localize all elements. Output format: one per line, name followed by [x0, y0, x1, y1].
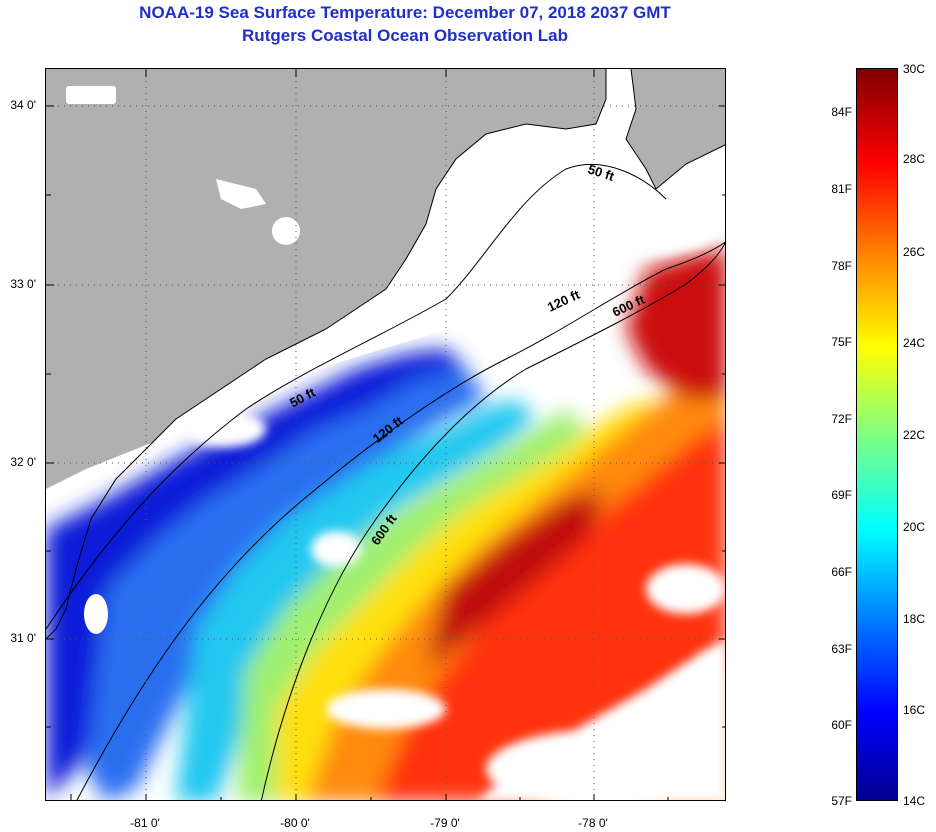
colorbar-label-26c: 26C — [903, 245, 926, 259]
colorbar-label-57f: 57F — [831, 794, 852, 808]
contour-50ft — [46, 164, 667, 630]
lat-label-34: 34 0' — [10, 98, 36, 112]
lat-label-33: 33 0' — [10, 277, 36, 291]
axis-ticks — [46, 69, 725, 800]
colorbar-label-84f: 84F — [831, 105, 852, 119]
colorbar-label-66f: 66F — [831, 565, 852, 579]
map-subtitle: Rutgers Coastal Ocean Observation Lab — [242, 26, 568, 45]
contour-600ft — [260, 242, 725, 800]
lat-label-32: 32 0' — [10, 455, 36, 469]
colorbar-label-69f: 69F — [831, 488, 852, 502]
colorbar-label-22c: 22C — [903, 428, 926, 442]
colorbar-label-72f: 72F — [831, 412, 852, 426]
sst-field — [46, 221, 725, 800]
lat-label-31: 31 0' — [10, 631, 36, 645]
land-area — [46, 69, 606, 639]
lon-label-79: -79 0' — [430, 816, 460, 830]
graticule — [46, 69, 725, 800]
colorbar-label-16c: 16C — [903, 703, 926, 717]
colorbar-label-14c: 14C — [903, 794, 926, 808]
lon-label-78: -78 0' — [578, 816, 608, 830]
colorbar-label-24c: 24C — [903, 336, 926, 350]
colorbar-label-28c: 28C — [903, 152, 926, 166]
colorbar-label-18c: 18C — [903, 612, 926, 626]
contour-label-50ft-ne: 50 ft — [586, 161, 617, 184]
colorbar-label-60f: 60F — [831, 718, 852, 732]
colorbar-label-20c: 20C — [903, 520, 926, 534]
sst-map-canvas: 50 ft 120 ft 600 ft 50 ft 120 ft 600 ft — [46, 69, 725, 800]
temperature-colorbar — [856, 68, 898, 801]
colorbar-label-75f: 75F — [831, 335, 852, 349]
colorbar-label-78f: 78F — [831, 259, 852, 273]
colorbar-label-30c: 30C — [903, 62, 926, 76]
coastline-ne — [625, 69, 725, 190]
map-title: NOAA-19 Sea Surface Temperature: Decembe… — [139, 3, 671, 22]
colorbar-label-63f: 63F — [831, 642, 852, 656]
sst-map[interactable]: 50 ft 120 ft 600 ft 50 ft 120 ft 600 ft — [45, 68, 726, 801]
cloud-patches-land — [66, 86, 300, 634]
lon-label-80: -80 0' — [280, 816, 310, 830]
contour-120ft — [76, 241, 725, 800]
land-area-ne — [626, 69, 725, 189]
lon-label-81: -81 0' — [130, 816, 160, 830]
colorbar-label-81f: 81F — [831, 182, 852, 196]
coastline — [46, 69, 607, 640]
